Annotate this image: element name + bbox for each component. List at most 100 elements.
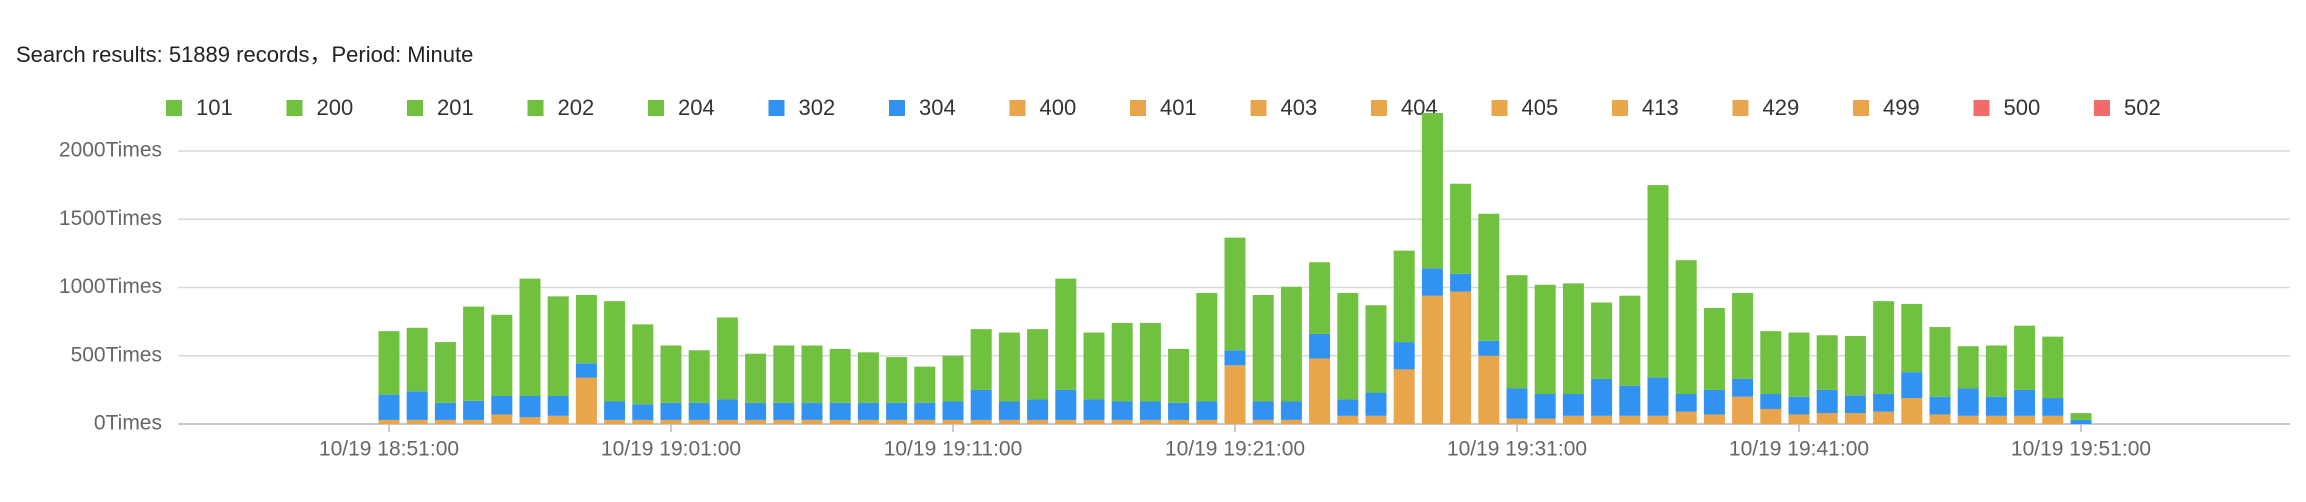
legend-label: 204 [678,95,715,120]
bar-segment [1901,303,1923,373]
bar-segment [1929,414,1951,424]
chart-title: Search results: 51889 records，Period: Mi… [16,42,473,67]
bar-segment [1111,401,1133,420]
bar-segment [463,400,485,420]
x-tick-label: 10/19 19:01:00 [601,438,741,461]
bar-segment [1365,392,1387,416]
bar-segment [1055,278,1077,390]
bar-segment [1224,365,1246,424]
legend-swatch [1491,100,1508,116]
bar-segment [1337,292,1359,400]
bar-segment [1816,389,1838,414]
bar-segment [886,402,908,420]
bar-segment [1055,419,1077,424]
bar-segment [1703,414,1725,424]
bar-segment [1985,396,2007,416]
legend-swatch [1371,100,1387,116]
legend-swatch [1130,100,1146,116]
bar-segment [857,419,879,424]
bar-segment [660,345,682,403]
bar-segment [604,419,626,424]
bar-segment [547,415,569,424]
bar-segment [2042,398,2064,416]
bar-segment [1788,332,1810,397]
bar-segment [1534,284,1556,394]
bar-segment [1168,348,1190,403]
bar-segment [1168,402,1190,420]
bar-segment [1309,358,1331,424]
bar-segment [1280,401,1302,420]
bar-segment [1139,419,1161,424]
bar-segment [632,324,654,405]
legend-swatch [2094,100,2110,116]
bar-segment [801,402,823,420]
x-tick-label: 10/19 18:51:00 [319,438,459,461]
bar-segment [1139,401,1161,420]
bar-segment [1280,419,1302,424]
bar-segment [1844,413,1866,424]
bar-segment [1873,411,1895,424]
bar-segment [1534,418,1556,424]
bar-segment [1732,292,1754,379]
bar-segment [2014,415,2036,424]
y-tick-label: 0Times [94,412,162,435]
bar-segment [914,402,936,420]
bar-segment [1816,335,1838,390]
bar-segment [970,419,992,424]
bar-segment [829,402,851,420]
bar-segment [406,327,428,392]
legend-swatch [768,100,785,116]
bar-segment [632,404,654,420]
bar-segment [519,396,541,418]
bar-segment [491,314,513,397]
bar-segment [857,352,879,403]
legend-swatch [889,100,905,116]
bar-segment [1844,335,1866,396]
bar-segment [857,402,879,420]
legend-swatch [1612,100,1628,116]
bar-segment [1788,414,1810,424]
bar-segment [463,306,485,401]
bar-segment [1139,322,1161,402]
bar-segment [1562,415,1584,424]
bar-segment [1111,419,1133,424]
bar-segment [547,296,569,397]
bar-segment [914,419,936,424]
bar-segment [1591,302,1613,379]
bar-segment [1506,418,1528,424]
bar-segment [1027,419,1049,424]
bar-segment [1506,388,1528,419]
bar-segment [547,396,569,416]
legend-swatch [1973,100,1990,116]
bar-segment [942,419,964,424]
bar-segment [1675,260,1697,394]
bar-segment [716,399,738,420]
x-tick-label: 10/19 19:51:00 [2011,438,2151,461]
bar-segment [745,353,767,403]
bar-segment [434,342,456,403]
bar-segment [378,394,400,420]
x-tick-label: 10/19 19:11:00 [884,438,1023,461]
bar-segment [1224,350,1246,366]
bar-segment [1675,393,1697,412]
legend-label: 413 [1642,95,1679,120]
bar-segment [914,366,936,403]
bar-segment [716,317,738,400]
bar-segment [660,402,682,420]
bar-segment [970,389,992,420]
legend-label: 403 [1281,95,1318,120]
bar-segment [463,419,485,424]
bar-segment [1478,355,1500,424]
legend-label: 502 [2124,95,2161,120]
legend-label: 201 [437,95,474,120]
legend-label: 101 [196,95,233,120]
bar-segment [632,419,654,424]
bar-segment [801,419,823,424]
bar-segment [660,419,682,424]
legend-label: 200 [317,95,354,120]
x-tick-label: 10/19 19:21:00 [1165,438,1305,461]
bar-segment [1252,401,1274,420]
bar-segment [604,401,626,420]
bar-segment [1732,378,1754,397]
